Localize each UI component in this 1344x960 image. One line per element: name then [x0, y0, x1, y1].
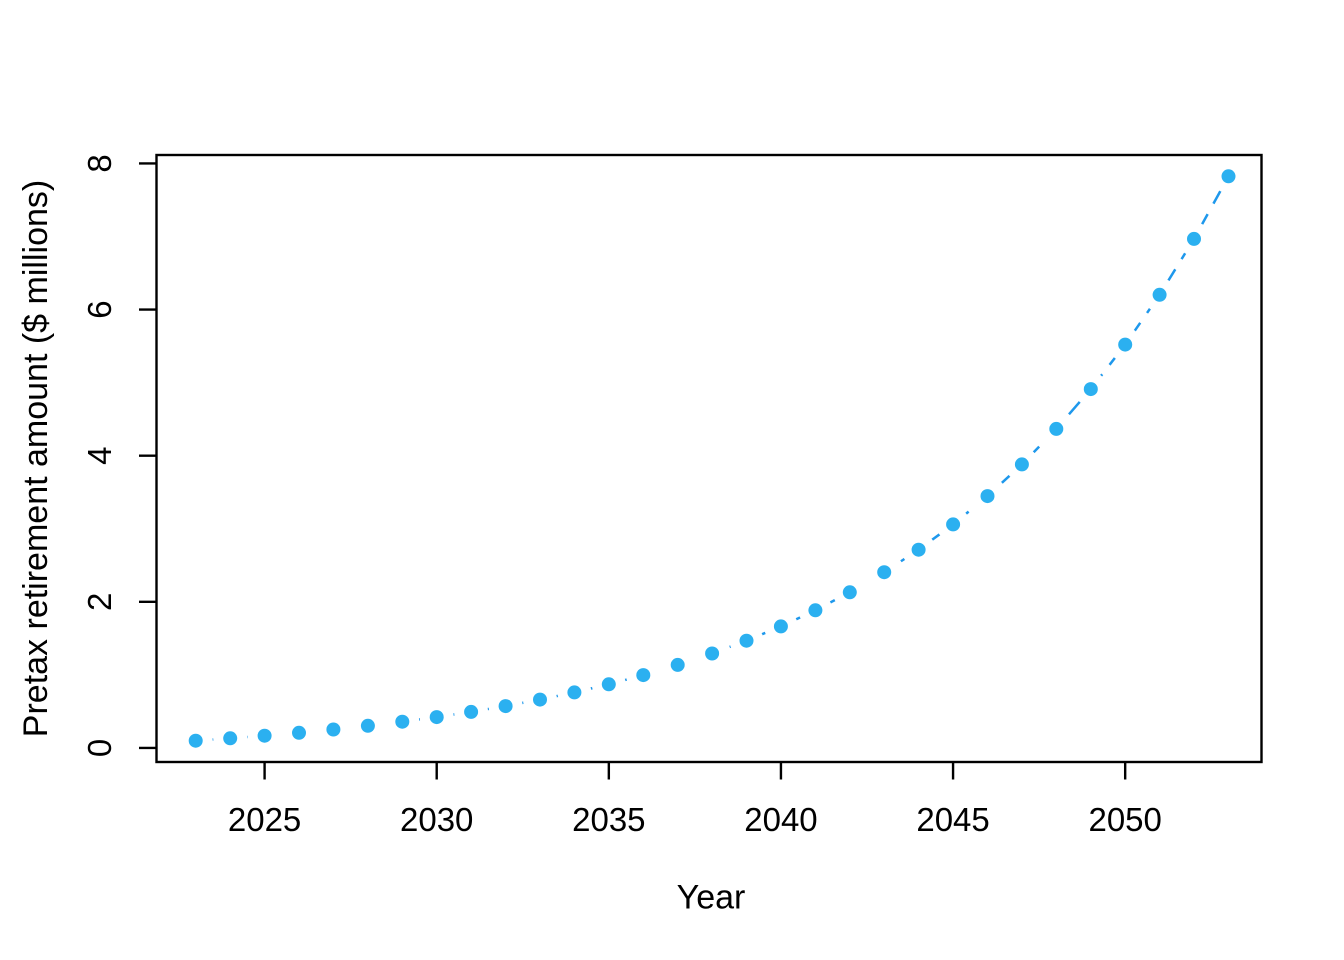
y-tick-label: 4 [81, 447, 118, 465]
data-point-2051 [1152, 287, 1167, 302]
data-point-2049 [1083, 382, 1098, 397]
x-tick-label: 2035 [572, 801, 645, 838]
data-point-2030 [429, 710, 444, 725]
data-point-2045 [946, 517, 961, 532]
y-tick-label: 8 [81, 154, 118, 172]
data-point-2047 [1014, 457, 1029, 472]
data-point-2037 [670, 657, 685, 672]
plot-box [155, 153, 1263, 764]
x-tick-label: 2030 [400, 801, 473, 838]
data-point-2025 [257, 728, 272, 743]
y-axis: 0 2 4 6 8 [81, 154, 157, 757]
x-tick-label: 2045 [916, 801, 989, 838]
x-tick-label: 2050 [1088, 801, 1161, 838]
x-axis-title: Year [677, 879, 746, 917]
data-point-2041 [808, 603, 823, 618]
x-tick-label: 2040 [744, 801, 817, 838]
x-tick-label: 2025 [228, 801, 301, 838]
data-point-2024 [223, 731, 238, 746]
data-point-2036 [636, 668, 651, 683]
data-point-2034 [567, 685, 582, 700]
data-point-2035 [601, 677, 616, 692]
data-point-2042 [842, 585, 857, 600]
data-point-2027 [326, 722, 341, 737]
data-point-2029 [395, 714, 410, 729]
data-point-2043 [877, 565, 892, 580]
data-point-2050 [1118, 337, 1133, 352]
data-point-2033 [533, 692, 547, 707]
data-point-2044 [911, 542, 926, 557]
data-point-2053 [1221, 169, 1236, 184]
data-point-2046 [980, 489, 995, 504]
y-tick-label: 2 [81, 593, 118, 611]
data-point-2040 [773, 619, 788, 634]
data-point-2026 [292, 725, 306, 740]
data-point-2052 [1187, 231, 1201, 246]
data-point-2039 [739, 633, 754, 648]
data-point-2032 [498, 699, 513, 714]
data-point-2048 [1049, 421, 1064, 436]
data-point-2023 [188, 733, 203, 748]
data-point-2031 [464, 704, 479, 719]
series-pretax-retirement-amount [178, 159, 1246, 758]
y-axis-title: Pretax retirement amount ($ millions) [17, 180, 55, 737]
data-point-2028 [360, 718, 375, 733]
y-tick-label: 6 [81, 300, 118, 318]
y-tick-label: 0 [81, 739, 118, 757]
data-point-2038 [705, 646, 720, 661]
x-axis: 2025 2030 2035 2040 2045 2050 [228, 762, 1162, 838]
